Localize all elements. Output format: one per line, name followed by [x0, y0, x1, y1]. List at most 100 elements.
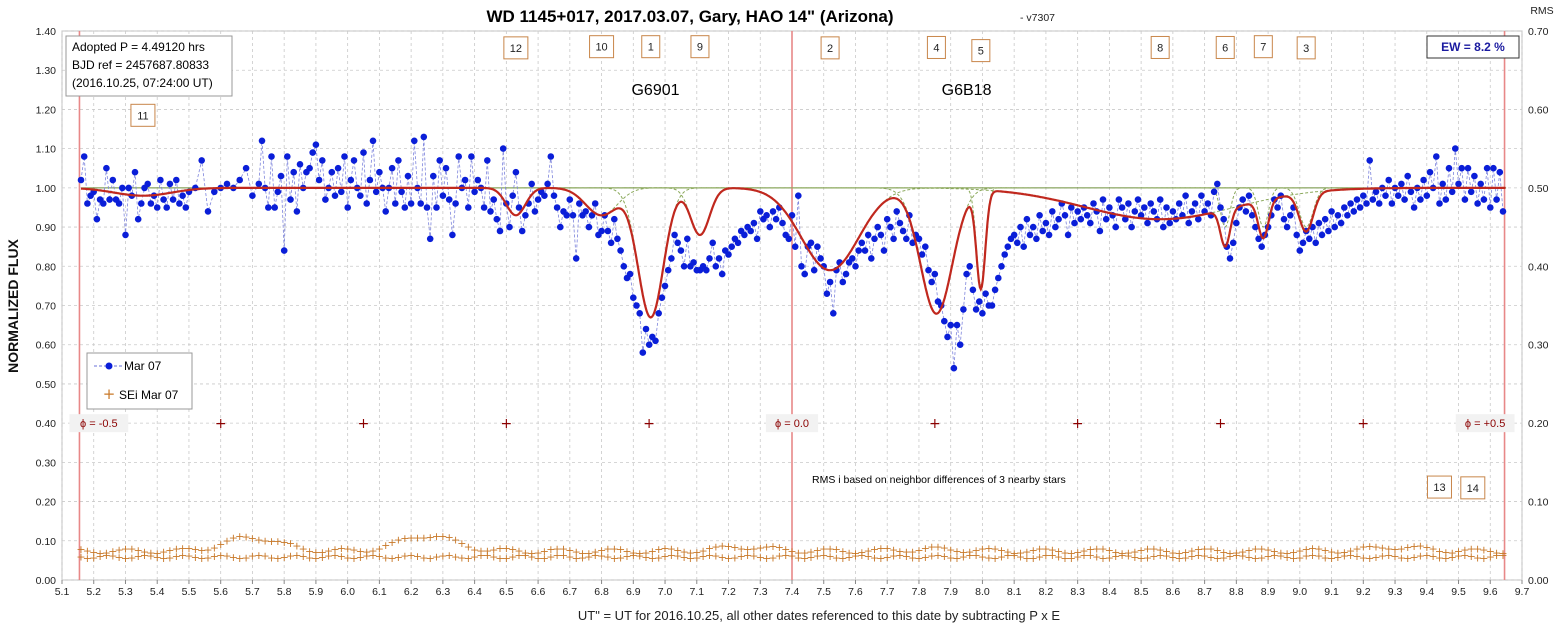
flux-point [1125, 200, 1132, 207]
flux-point [103, 164, 110, 172]
rms-point: + [1073, 550, 1082, 563]
flux-point [976, 298, 983, 305]
rms-point: + [457, 537, 466, 550]
rms-point: + [349, 552, 358, 565]
rms-point: + [222, 550, 231, 563]
fragment-label-box [971, 39, 991, 63]
rms-point: + [318, 546, 327, 559]
flux-point [1074, 208, 1081, 215]
rms-point: + [1371, 551, 1380, 564]
rms-point: + [1486, 545, 1495, 558]
flux-point [1064, 231, 1072, 239]
rms-point: + [698, 544, 707, 557]
rms-point: + [1060, 546, 1069, 559]
flux-point [363, 200, 371, 207]
flux-point [1106, 204, 1113, 211]
rms-point: + [889, 543, 898, 556]
x-tick-label: 7.4 [785, 586, 800, 598]
rms-point: + [1035, 551, 1044, 564]
flux-point [493, 215, 501, 223]
rms-point: + [254, 533, 263, 546]
rms-point: + [1282, 547, 1291, 560]
rms-point: + [711, 540, 720, 553]
flux-point [617, 247, 624, 254]
flux-point [417, 200, 425, 207]
fragment-label: 2 [827, 43, 833, 55]
rms-point: + [102, 549, 111, 562]
fragment-label-box [1150, 35, 1170, 59]
flux-point [1023, 215, 1031, 223]
rms-point: + [800, 552, 809, 565]
rms-point: + [1251, 552, 1260, 565]
rms-point: + [514, 549, 523, 562]
rms-point: + [387, 536, 396, 549]
rms-point: + [394, 533, 403, 546]
flux-point [1321, 215, 1329, 223]
flux-point [1385, 176, 1392, 184]
rms-point: + [565, 544, 574, 557]
x-tick-label: 6.2 [404, 586, 419, 598]
rms-point: + [210, 550, 219, 563]
flux-point [509, 192, 516, 199]
rms-point: + [1244, 551, 1253, 564]
flux-point [614, 235, 621, 243]
rms-point: + [1333, 551, 1342, 564]
rms-point: + [95, 550, 104, 563]
rms-point: + [508, 543, 517, 556]
flux-point [1052, 223, 1059, 231]
rms-point: + [876, 552, 885, 565]
rms-point: + [794, 546, 803, 559]
flux-point [258, 137, 266, 145]
rms-point: + [1124, 549, 1133, 562]
x-tick-label: 5.8 [277, 586, 292, 598]
rms-point: + [1428, 550, 1437, 563]
flux-point [585, 223, 593, 231]
flux-point [931, 270, 939, 278]
flux-point [1020, 243, 1027, 250]
flux-point [1188, 208, 1196, 215]
phase-label-bg [765, 414, 819, 433]
flux-point [1156, 196, 1164, 203]
rms-point: + [971, 549, 980, 562]
x-tick-label: 7.9 [943, 586, 958, 598]
rms-point: + [146, 547, 155, 560]
flux-point [972, 306, 980, 313]
rms-point: + [1321, 544, 1330, 557]
flux-point [153, 204, 161, 211]
y-tick-label: 1.00 [36, 183, 57, 195]
rms-point: + [591, 549, 600, 562]
phase-label: ϕ = +0.5 [1465, 418, 1505, 430]
x-tick-label: 8.4 [1102, 586, 1117, 598]
flux-point [871, 235, 878, 243]
rms-point: + [629, 549, 638, 562]
rms-point: + [1232, 549, 1241, 562]
rms-point: + [756, 551, 765, 564]
flux-point [271, 204, 279, 211]
flux-point [1274, 204, 1281, 211]
flux-point [512, 168, 520, 176]
flux-point [620, 263, 628, 270]
rms-point: + [172, 550, 181, 563]
flux-point [1204, 200, 1212, 207]
flux-point [874, 223, 881, 231]
flux-point [645, 341, 653, 349]
flux-point [1045, 231, 1053, 239]
flux-point [442, 164, 450, 172]
rms-point: + [667, 549, 676, 562]
rms-point: + [1079, 545, 1088, 558]
legend-rms-marker: + [103, 385, 116, 403]
flux-point [839, 278, 847, 286]
flux-point [436, 157, 444, 164]
rms-point: + [876, 542, 885, 555]
flux-point [1245, 192, 1253, 199]
rms-point: + [197, 544, 206, 557]
rms-point: + [641, 551, 650, 564]
rms-point: + [1168, 546, 1177, 559]
flux-point [163, 204, 170, 211]
x-axis-title: UT" = UT for 2016.10.25, all other dates… [578, 608, 1060, 623]
flux-point [1182, 192, 1189, 199]
flux-point [376, 168, 383, 176]
rms-point: + [1263, 550, 1272, 563]
rms-point: + [1067, 547, 1076, 560]
rms-point: + [990, 543, 999, 556]
